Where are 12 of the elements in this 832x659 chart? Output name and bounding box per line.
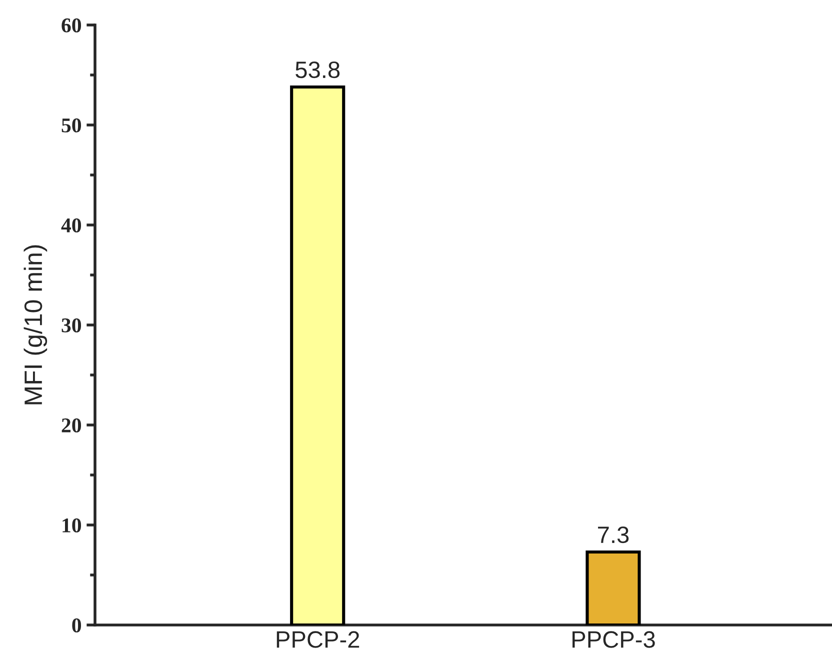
y-tick-label: 30: [62, 318, 82, 332]
y-tick-label: 40: [61, 218, 82, 232]
y-tick-label: 20: [62, 418, 82, 432]
y-axis-title: MFI (g/10 min): [24, 245, 48, 404]
y-tick-label: 60: [62, 18, 82, 32]
y-tick-label: 10: [62, 518, 82, 532]
y-tick-label: 50: [62, 118, 82, 132]
data-label: 53.8: [296, 61, 340, 78]
x-tick-label: PPCP-2: [276, 631, 360, 648]
x-tick-label: PPCP-3: [572, 631, 655, 648]
data-label: 7.3: [598, 526, 629, 544]
y-tick-label: 0: [72, 618, 82, 632]
